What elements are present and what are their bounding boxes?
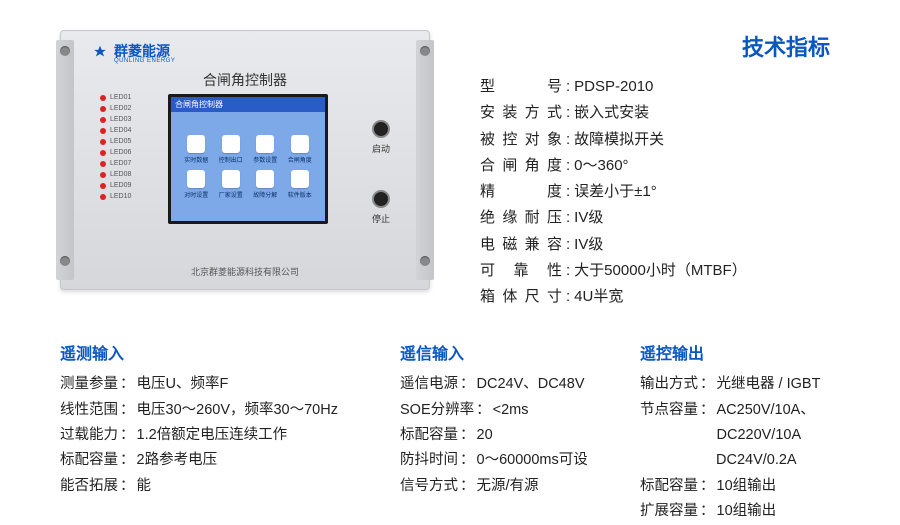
spec-value: 0～360° xyxy=(574,153,628,179)
row-value: 10组输出 xyxy=(717,499,777,524)
spec-label: 绝缘耐压 xyxy=(480,205,562,231)
col1-title: 遥测输入 xyxy=(60,340,390,364)
led-label: LED08 xyxy=(110,171,131,178)
device-logo: 群菱能源 QUNLING ENERGY xyxy=(90,44,175,64)
col3-title: 遥控输出 xyxy=(640,340,880,364)
row-value: 20 xyxy=(477,423,493,448)
row-label: 扩展容量 xyxy=(640,499,698,524)
row-value: 10组输出 xyxy=(717,474,777,499)
led-label: LED09 xyxy=(110,182,131,189)
spec-label: 安装方式 xyxy=(480,100,562,126)
spec-label: 电磁兼容 xyxy=(480,232,562,258)
col2-rows: 遥信电源：DC24V、DC48VSOE分辨率：<2ms标配容量：20防抖时间：0… xyxy=(400,372,630,499)
spec-value: 大于50000小时（MTBF） xyxy=(574,258,747,284)
spec-value: IV级 xyxy=(574,232,603,258)
led-label: LED06 xyxy=(110,149,131,156)
row-value: <2ms xyxy=(493,398,529,423)
spec-list: 型 号:PDSP-2010安装方式:嵌入式安装被控对象:故障模拟开关合闸角度: … xyxy=(480,74,860,310)
col-signal-input: 遥信输入 遥信电源：DC24V、DC48VSOE分辨率：<2ms标配容量：20防… xyxy=(400,340,630,524)
screen-row2: 对时设置厂家设置故障分解软件版本 xyxy=(179,170,317,199)
led-label: LED10 xyxy=(110,193,131,200)
row-label: 线性范围 xyxy=(60,398,118,423)
panel-title: 合闸角控制器 xyxy=(203,70,287,90)
logo-sub: QUNLING ENERGY xyxy=(114,58,175,64)
spec-title: 技术指标 xyxy=(480,30,860,62)
spec-label: 型 号 xyxy=(480,74,562,100)
row-value: 电压30～260V，频率30～70Hz xyxy=(137,398,338,423)
spec-label: 精 度 xyxy=(480,179,562,205)
row-label: 标配容量 xyxy=(640,474,698,499)
row-label: 信号方式 xyxy=(400,474,458,499)
row-value: AC250V/10A、DC220V/10A xyxy=(717,398,881,449)
row-label: SOE分辨率 xyxy=(400,398,474,423)
row-value: 0～60000ms可设 xyxy=(477,448,588,473)
led-label: LED04 xyxy=(110,127,131,134)
row-label: 防抖时间 xyxy=(400,448,458,473)
led-label: LED07 xyxy=(110,160,131,167)
led-label: LED01 xyxy=(110,94,131,101)
col-remote-output: 遥控输出 输出方式：光继电器 / IGBT节点容量：AC250V/10A、DC2… xyxy=(640,340,880,524)
screen-title: 合闸角控制器 xyxy=(171,97,325,112)
row-value: 无源/有源 xyxy=(477,474,539,499)
row-label: 输出方式 xyxy=(640,372,698,397)
led-label: LED02 xyxy=(110,105,131,112)
logo-main: 群菱能源 xyxy=(114,44,175,58)
row-label: 过载能力 xyxy=(60,423,118,448)
start-button: 启动 xyxy=(372,120,390,155)
row-label: 遥信电源 xyxy=(400,372,458,397)
spec-value: PDSP-2010 xyxy=(574,74,653,100)
row-value: DC24V、DC48V xyxy=(477,372,585,397)
spec-label: 被控对象 xyxy=(480,127,562,153)
row-label: 能否拓展 xyxy=(60,474,118,499)
row-value: DC24V/0.2A xyxy=(716,448,797,473)
row-label: 标配容量 xyxy=(60,448,118,473)
row-label: 节点容量 xyxy=(640,398,698,449)
led-label: LED05 xyxy=(110,138,131,145)
led-column: LED01 LED02 LED03 LED04 LED05 LED06 LED07 LED08… xyxy=(100,94,131,200)
led-label: LED03 xyxy=(110,116,131,123)
spec-label: 可 靠 性 xyxy=(480,258,562,284)
col-telemetry-input: 遥测输入 测量参量：电压U、频率F线性范围：电压30～260V，频率30～70H… xyxy=(60,340,390,524)
row-value: 能 xyxy=(137,474,152,499)
row-value: 1.2倍额定电压连续工作 xyxy=(137,423,288,448)
spec-label: 箱体尺寸 xyxy=(480,284,562,310)
row-value: 电压U、频率F xyxy=(137,372,229,397)
col3-rows: 输出方式：光继电器 / IGBT节点容量：AC250V/10A、DC220V/1… xyxy=(640,372,880,524)
row-label: 标配容量 xyxy=(400,423,458,448)
device-footer: 北京群菱能源科技有限公司 xyxy=(191,265,299,278)
col1-rows: 测量参量：电压U、频率F线性范围：电压30～260V，频率30～70Hz过载能力… xyxy=(60,372,390,499)
spec-value: 嵌入式安装 xyxy=(574,100,649,126)
spec-value: 4U半宽 xyxy=(574,284,623,310)
spec-label: 合闸角度 xyxy=(480,153,562,179)
stop-button: 停止 xyxy=(372,190,390,225)
row-label: 测量参量 xyxy=(60,372,118,397)
spec-value: 故障模拟开关 xyxy=(574,127,664,153)
device-panel: 群菱能源 QUNLING ENERGY 合闸角控制器 LED01LED02LED… xyxy=(60,30,430,290)
spec-value: 误差小于±1° xyxy=(574,179,657,205)
col2-title: 遥信输入 xyxy=(400,340,630,364)
row-value: 2路参考电压 xyxy=(137,448,218,473)
spec-value: IV级 xyxy=(574,205,603,231)
screen-row1: 实时数据控制出口参数设置合闸角度 xyxy=(179,135,317,164)
row-value: 光继电器 / IGBT xyxy=(717,372,821,397)
device-screen: 合闸角控制器 实时数据控制出口参数设置合闸角度 对时设置厂家设置故障分解软件版本 xyxy=(168,94,328,224)
